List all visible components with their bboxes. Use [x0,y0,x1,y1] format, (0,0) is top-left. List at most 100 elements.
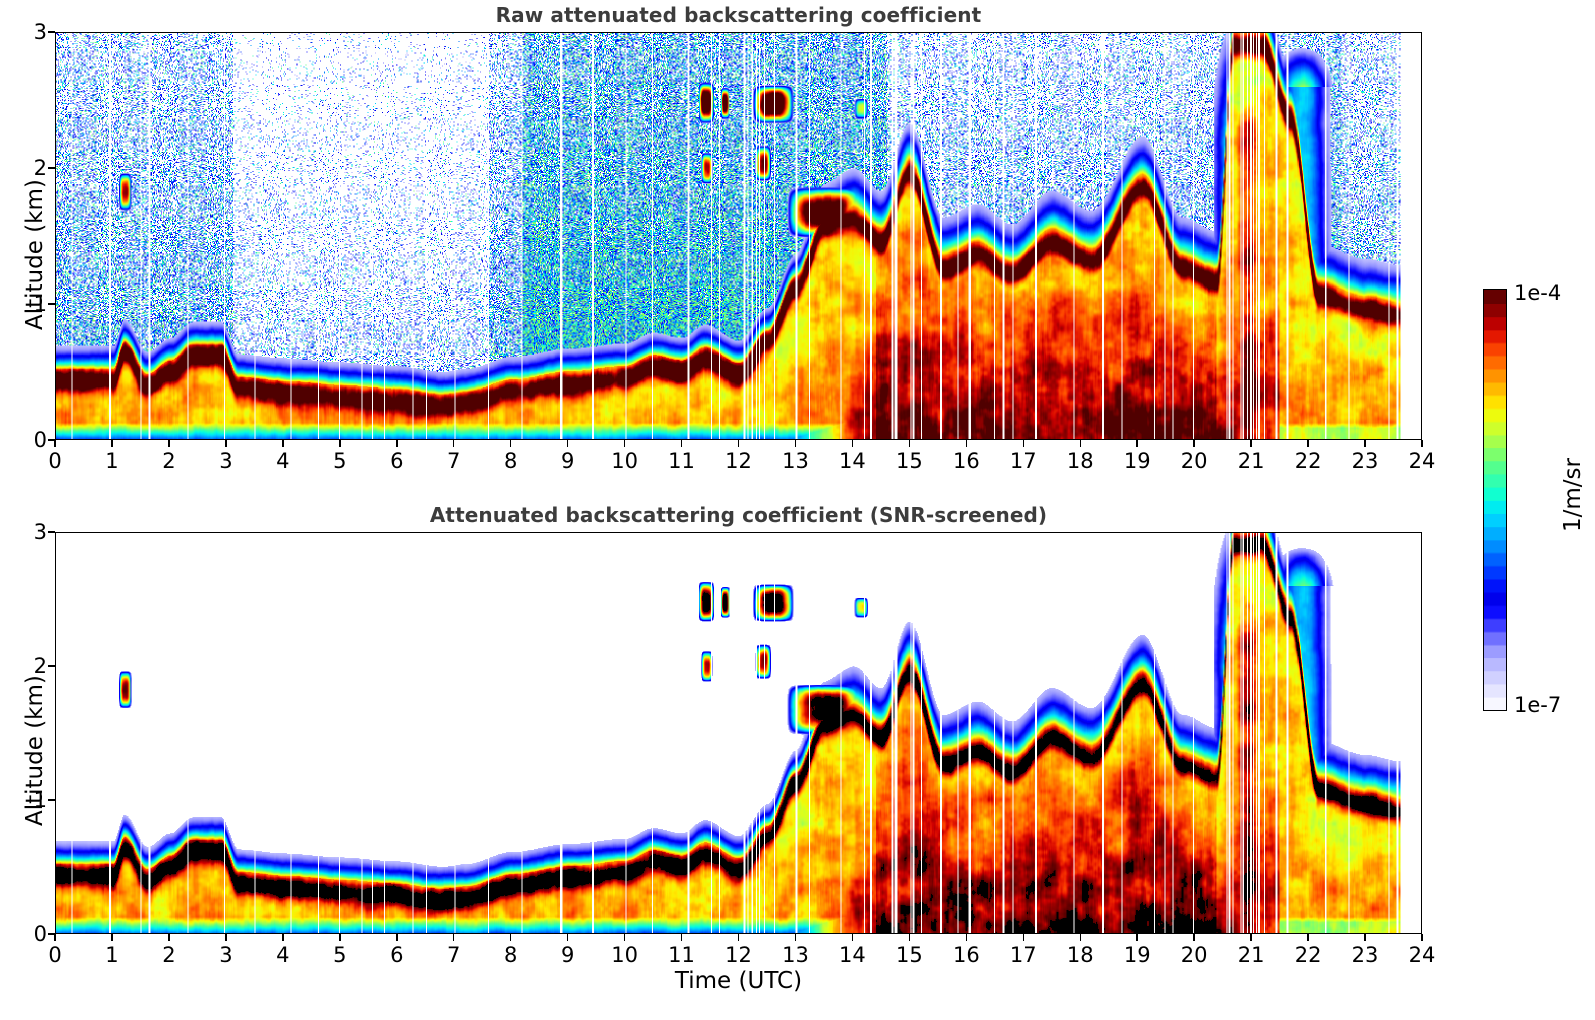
x-tick [282,934,284,941]
x-tick [1250,934,1252,941]
y-tick [48,799,55,801]
x-tick-label: 23 [1351,943,1379,967]
ylabel-raw: Altitude (km) [22,179,48,330]
x-tick [965,934,968,941]
x-tick-label: 24 [1408,449,1436,473]
x-tick-label: 5 [333,449,347,473]
x-tick-label: 22 [1294,449,1322,473]
x-tick-label: 6 [390,449,404,473]
x-tick-label: 13 [782,943,809,967]
y-tick-label: 1 [33,292,47,316]
x-tick [737,440,740,447]
x-tick-label: 3 [219,449,233,473]
x-tick-label: 19 [1123,943,1151,967]
x-tick [339,934,341,941]
x-tick-label: 12 [725,449,752,473]
x-tick-label: 10 [611,449,638,473]
x-tick [1307,440,1309,447]
x-tick-label: 7 [447,943,461,967]
y-tick [48,933,55,935]
x-tick [1421,934,1423,941]
x-tick-label: 10 [611,943,638,967]
y-tick [48,665,55,667]
x-tick [54,934,56,941]
x-tick-label: 19 [1123,449,1151,473]
x-tick [965,440,968,447]
x-tick-label: 2 [162,943,176,967]
x-tick [452,934,455,941]
x-tick [396,934,398,941]
colorbar-max-label: 1e-4 [1514,281,1562,305]
x-tick-label: 17 [1009,449,1037,473]
x-tick-label: 14 [839,943,866,967]
x-tick-label: 14 [839,449,866,473]
x-tick-label: 11 [668,943,695,967]
x-tick [282,440,284,447]
ylabel-screened: Altitude (km) [22,675,48,826]
x-tick [1079,440,1081,447]
x-tick [168,934,170,941]
x-tick-label: 13 [782,449,809,473]
y-tick-label: 0 [33,922,47,946]
x-tick-label: 15 [896,449,923,473]
panel-title-raw: Raw attenuated backscattering coefficien… [495,3,982,27]
x-tick-label: 24 [1408,943,1436,967]
x-tick [566,934,569,941]
x-tick-label: 9 [560,449,575,473]
x-tick [111,440,113,447]
x-tick [737,934,740,941]
x-tick [396,440,398,447]
x-tick-label: 21 [1237,943,1265,967]
x-tick-label: 0 [48,449,62,473]
y-tick-label: 2 [33,654,47,678]
x-tick-label: 21 [1237,449,1265,473]
x-tick-label: 3 [219,943,233,967]
x-tick [509,440,512,447]
x-tick [794,440,797,447]
x-tick [225,440,227,447]
x-tick-label: 2 [162,449,176,473]
x-tick-label: 16 [952,449,980,473]
x-tick-label: 18 [1066,449,1094,473]
x-tick-label: 18 [1066,943,1094,967]
y-tick [48,531,55,533]
x-tick-label: 8 [503,943,518,967]
x-tick-label: 20 [1180,943,1208,967]
x-tick-label: 1 [105,449,119,473]
x-tick [680,440,683,447]
y-tick [48,167,55,169]
x-tick [54,440,56,447]
x-tick [1136,934,1138,941]
x-tick-label: 20 [1180,449,1208,473]
x-tick [794,934,797,941]
y-tick-label: 1 [33,788,47,812]
x-tick [680,934,683,941]
x-tick [1136,440,1138,447]
x-tick-label: 1 [105,943,119,967]
x-tick [623,440,626,447]
x-tick-label: 22 [1294,943,1322,967]
colorbar [1483,289,1507,711]
xlabel-time: Time (UTC) [674,968,803,994]
x-tick [851,440,854,447]
x-tick [1421,440,1423,447]
y-tick [48,303,55,305]
y-tick-label: 2 [33,156,47,180]
x-tick-label: 11 [668,449,695,473]
x-tick-label: 4 [276,943,290,967]
panel-title-screened: Attenuated backscattering coefficient (S… [429,503,1048,527]
x-tick [339,440,341,447]
x-tick [1193,440,1195,447]
x-tick [168,440,170,447]
x-tick-label: 9 [560,943,575,967]
x-tick-label: 5 [333,943,347,967]
y-tick-label: 3 [33,20,47,44]
x-tick-label: 6 [390,943,404,967]
x-tick-label: 8 [503,449,518,473]
plot-area-screened [55,532,1422,934]
x-tick [225,934,227,941]
plot-area-raw [55,32,1422,440]
x-tick-label: 7 [447,449,461,473]
x-tick [1364,440,1366,447]
